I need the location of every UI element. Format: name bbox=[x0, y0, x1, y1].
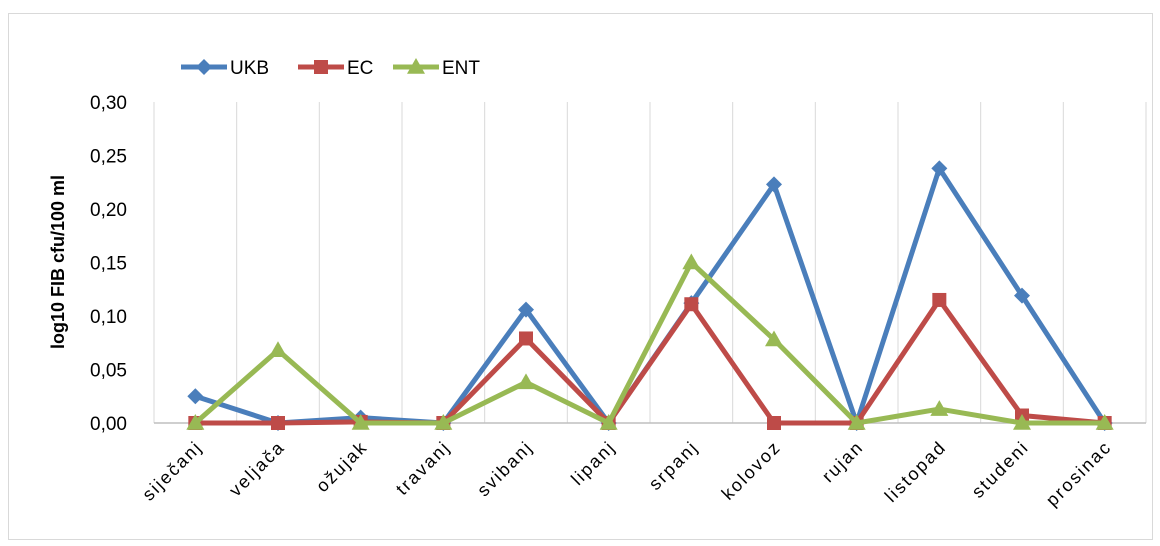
x-tick-label: srpanj bbox=[645, 437, 702, 494]
legend-marker-ukb bbox=[196, 59, 212, 75]
x-tick-label: listopad bbox=[881, 437, 950, 506]
data-point-ent bbox=[434, 414, 453, 430]
legend-marker-ec bbox=[314, 60, 328, 74]
legend-item-ec: EC bbox=[298, 58, 373, 79]
data-point-ukb bbox=[518, 301, 534, 318]
data-point-ent bbox=[847, 414, 866, 430]
data-point-ukb bbox=[766, 176, 782, 193]
data-point-ukb bbox=[187, 388, 204, 405]
legend-marker-ent bbox=[407, 58, 425, 74]
series-ent bbox=[186, 253, 1114, 430]
x-tick-label: siječanj bbox=[138, 437, 206, 505]
legend: UKB EC ENT bbox=[181, 58, 480, 79]
data-point-ent bbox=[517, 373, 535, 390]
x-tick-label: prosinac bbox=[1042, 437, 1116, 511]
data-point-ukb bbox=[1014, 287, 1030, 304]
data-point-ent bbox=[351, 414, 370, 430]
x-tick-label: studeni bbox=[968, 437, 1033, 502]
series-line-ec bbox=[192, 297, 1108, 426]
y-tick-label: 0,30 bbox=[90, 93, 127, 114]
y-axis-label: log10 FIB cfu/100 ml bbox=[48, 175, 68, 349]
y-tick-label: 0,05 bbox=[90, 361, 127, 382]
y-tick-label: 0,20 bbox=[90, 200, 127, 221]
y-tick-label: 0,00 bbox=[90, 414, 127, 435]
data-point-ent bbox=[1095, 414, 1114, 430]
legend-item-ent: ENT bbox=[393, 58, 480, 79]
legend-label-ent: ENT bbox=[442, 58, 480, 79]
data-point-ent bbox=[269, 341, 287, 357]
data-point-ent bbox=[682, 253, 701, 270]
data-point-ent bbox=[1013, 414, 1031, 430]
y-tick-label: 0,10 bbox=[90, 307, 127, 328]
chart-frame bbox=[8, 13, 1153, 540]
data-point-ent bbox=[599, 414, 618, 430]
data-point-ec bbox=[684, 297, 699, 312]
data-point-ent bbox=[186, 414, 205, 430]
x-tick-label: kolovoz bbox=[718, 437, 785, 504]
x-tick-label: rujan bbox=[818, 437, 868, 487]
y-tick-label: 0,15 bbox=[90, 254, 127, 275]
x-tick-label: veljača bbox=[225, 437, 289, 501]
data-point-ukb bbox=[931, 160, 948, 177]
series-line-ent bbox=[192, 260, 1108, 426]
grid-lines bbox=[153, 102, 1147, 423]
data-point-ec bbox=[271, 416, 285, 430]
data-point-ent bbox=[930, 400, 949, 416]
data-point-ec bbox=[932, 292, 947, 307]
data-point-ent bbox=[765, 330, 783, 347]
y-tick-label: 0,25 bbox=[90, 147, 127, 168]
x-tick-label: lipanj bbox=[567, 437, 619, 489]
x-tick-label: svibanj bbox=[473, 437, 537, 501]
legend-item-ukb: UKB bbox=[181, 58, 269, 79]
legend-label-ukb: UKB bbox=[230, 58, 269, 79]
legend-label-ec: EC bbox=[347, 58, 373, 79]
y-tick-labels: 0,00 0,05 0,10 0,15 0,20 0,25 0,30 bbox=[90, 93, 127, 435]
data-point-ec bbox=[519, 331, 533, 346]
data-point-ec bbox=[767, 416, 781, 430]
x-tick-label: travanj bbox=[392, 437, 454, 499]
x-tick-labels: siječanj veljača ožujak travanj svibanj lipan… bbox=[138, 437, 1115, 511]
x-tick-label: ožujak bbox=[312, 437, 371, 496]
series-group bbox=[186, 160, 1114, 431]
